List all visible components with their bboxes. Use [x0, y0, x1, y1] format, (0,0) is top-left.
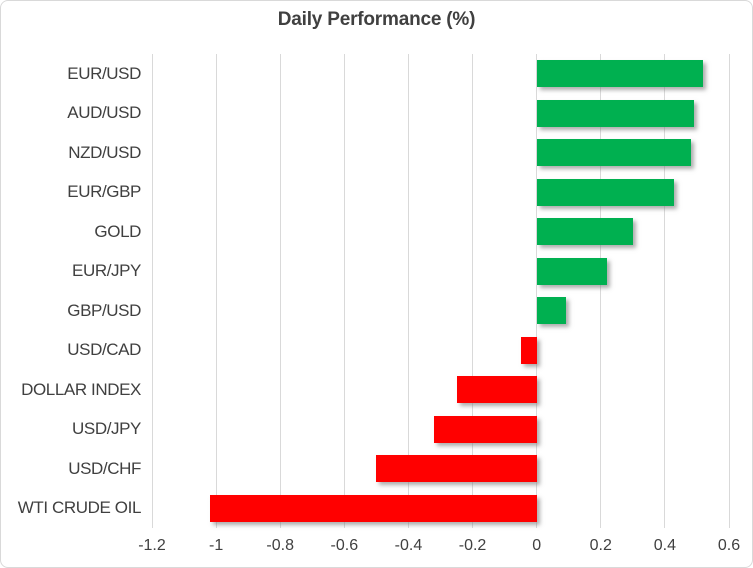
x-tick-label-0.2: 0.2: [589, 537, 612, 554]
category-label-usd-jpy: USD/JPY: [72, 419, 141, 439]
gridline--0.4: [407, 54, 409, 528]
gridline--0.6: [343, 54, 345, 528]
bar-dollar-index: [456, 376, 537, 404]
gridline--0.8: [279, 54, 281, 528]
category-label-gbp-usd: GBP/USD: [67, 300, 141, 320]
category-label-gold: GOLD: [94, 221, 141, 241]
bar-usd-cad: [520, 336, 537, 364]
x-tick-label-0.6: 0.6: [717, 537, 741, 554]
category-axis: EUR/USD AUD/USD NZD/USD EUR/GBP GOLD EUR/JPY G…: [1, 54, 142, 528]
bar-nzd-usd: [536, 139, 691, 167]
category-label-wti-crude-oil: WTI CRUDE OIL: [17, 498, 142, 518]
bar-aud-usd: [536, 99, 694, 127]
category-label-eur-jpy: EUR/JPY: [72, 261, 141, 281]
bar-gbp-usd: [536, 297, 566, 325]
gridline-0.4: [664, 54, 666, 528]
x-tick-label-0: 0: [532, 537, 542, 554]
bar-usd-chf: [376, 455, 537, 483]
bar-wti-crude-oil: [209, 494, 537, 522]
x-tick-label--1: -1: [208, 537, 224, 554]
category-label-nzd-usd: NZD/USD: [68, 142, 141, 162]
x-tick-label--0.6: -0.6: [330, 537, 359, 554]
x-tick-label--0.8: -0.8: [266, 537, 294, 554]
category-label-usd-chf: USD/CHF: [68, 458, 141, 478]
plot-area: [151, 54, 730, 528]
bar-eur-jpy: [536, 257, 608, 285]
bar-eur-usd: [536, 60, 704, 88]
category-label-dollar-index: DOLLAR INDEX: [21, 379, 141, 399]
category-label-eur-gbp: EUR/GBP: [67, 182, 141, 202]
gridline--1.2: [151, 54, 153, 528]
bar-usd-jpy: [434, 415, 537, 443]
chart-title: Daily Performance (%): [277, 9, 476, 30]
x-tick-label-0.4: 0.4: [653, 537, 676, 554]
bar-eur-gbp: [536, 178, 675, 206]
x-tick-label--0.4: -0.4: [394, 537, 423, 554]
gridline-0.2: [600, 54, 602, 528]
value-axis: -1.2 -1 -0.8 -0.6 -0.4 -0.2 0 0.2 0.4 0.6: [138, 537, 740, 561]
gridline-0.6: [728, 54, 730, 528]
x-tick-label--1.2: -1.2: [138, 537, 166, 554]
category-label-eur-usd: EUR/USD: [67, 63, 141, 83]
bar-gold: [536, 218, 633, 246]
category-label-usd-cad: USD/CAD: [67, 340, 141, 360]
gridline--1: [215, 54, 217, 528]
x-tick-label--0.2: -0.2: [458, 537, 487, 554]
gridline-0: [536, 54, 538, 528]
gridline--0.2: [472, 54, 474, 528]
category-label-aud-usd: AUD/USD: [67, 103, 141, 123]
